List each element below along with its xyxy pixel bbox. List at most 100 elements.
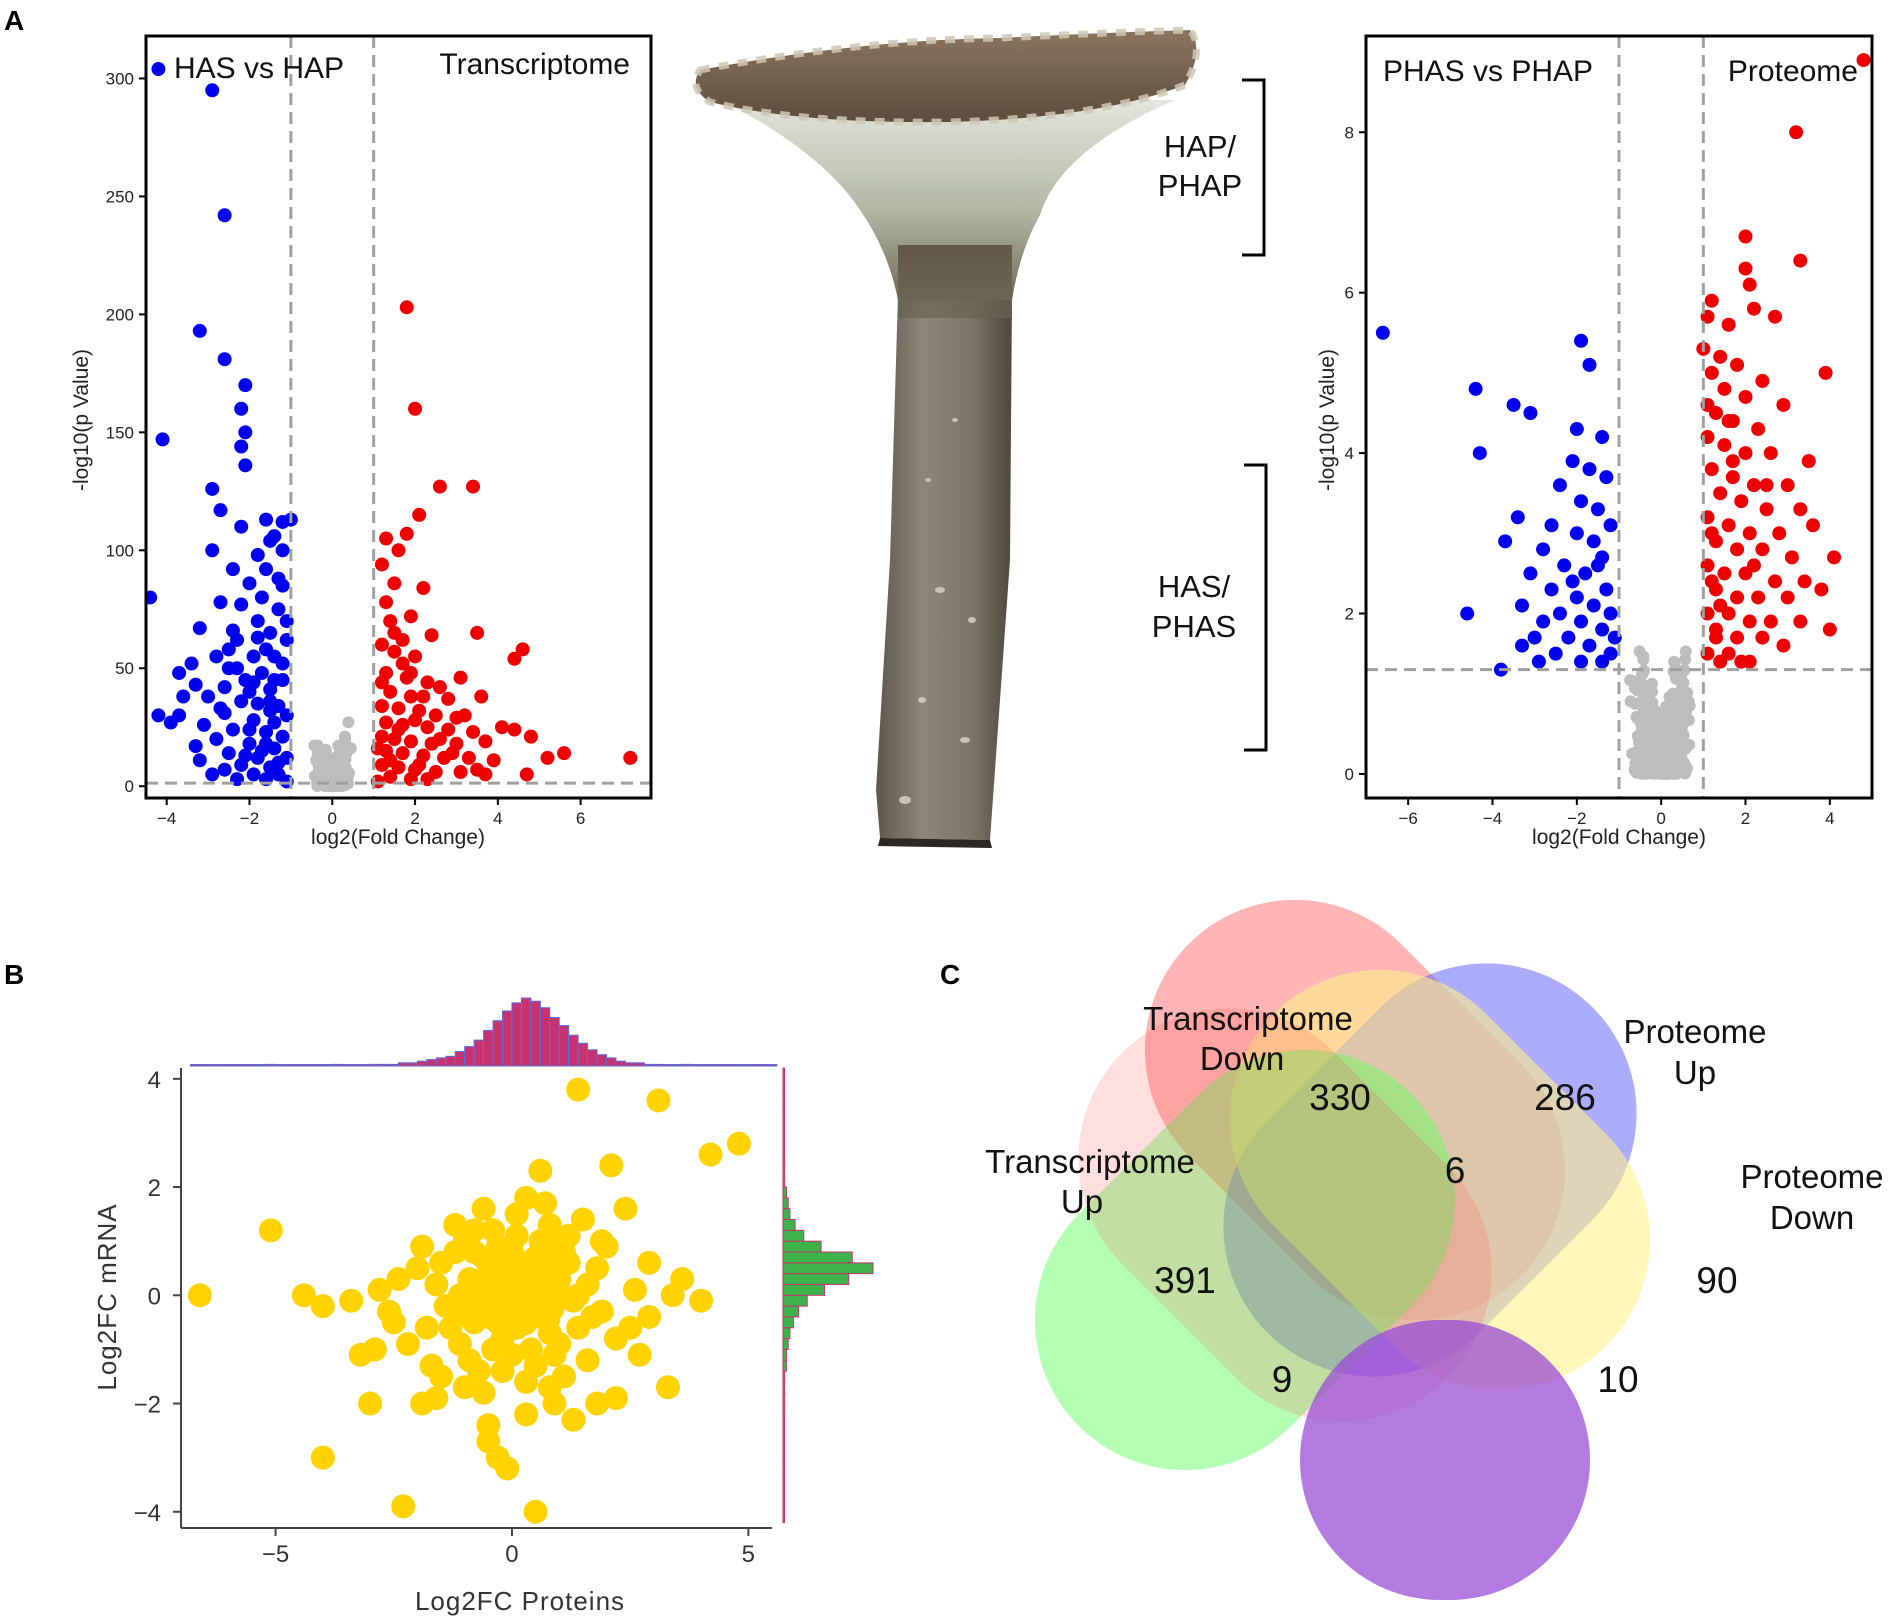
ns-point <box>1638 752 1651 765</box>
down-regulated-point <box>271 571 286 586</box>
protein-histogram-bar <box>237 1064 248 1067</box>
down-regulated-point <box>1569 422 1584 437</box>
up-regulated-point <box>1717 566 1732 581</box>
up-regulated-point <box>379 715 394 730</box>
protein-histogram-bar <box>643 1063 655 1067</box>
up-regulated-point <box>387 644 402 659</box>
down-regulated-point <box>1590 502 1605 517</box>
b-y-tick-label: −4 <box>134 1500 161 1527</box>
up-regulated-point <box>1755 373 1770 388</box>
down-regulated-point <box>238 425 253 440</box>
b-axis-ticks: −5 0 5 −4 −2 0 2 4 <box>134 1067 755 1568</box>
down-regulated-point <box>151 62 166 77</box>
up-regulated-point <box>420 675 435 690</box>
venn-label-transcriptome-up-1: Transcriptome <box>985 1143 1195 1180</box>
mrna-protein-point <box>566 1077 591 1102</box>
down-regulated-point <box>238 378 253 393</box>
protein-histogram-bar <box>256 1064 267 1067</box>
up-regulated-point <box>1734 654 1749 669</box>
up-regulated-point <box>1755 630 1770 645</box>
up-regulated-point <box>1746 558 1761 573</box>
down-regulated-point <box>1603 606 1618 621</box>
up-regulated-point <box>441 691 456 706</box>
down-regulated-point <box>263 533 278 548</box>
mrna-protein-point <box>618 1315 643 1340</box>
x-tick-label: 6 <box>576 809 585 828</box>
down-regulated-point <box>242 722 257 737</box>
mrna-protein-point <box>528 1158 553 1183</box>
up-regulated-point <box>387 625 402 640</box>
protein-histogram-bar <box>596 1054 608 1067</box>
up-regulated-point <box>1768 309 1783 324</box>
mrna-protein-point <box>443 1212 468 1237</box>
mrna-protein-point <box>622 1277 647 1302</box>
up-regulated-point <box>1793 502 1808 517</box>
mrna-histogram-bar <box>782 1478 785 1491</box>
up-regulated-point <box>453 765 468 780</box>
protein-histogram-bar <box>539 1007 551 1067</box>
protein-histogram-bar <box>719 1064 730 1067</box>
up-regulated-point <box>395 656 410 671</box>
protein-histogram-bar <box>757 1064 768 1067</box>
panel-letter-a: A <box>4 5 24 36</box>
mrna-histogram-bar <box>782 1175 786 1188</box>
mrna-protein-point <box>637 1304 662 1329</box>
up-regulated-point <box>1730 590 1745 605</box>
x-tick-label: −4 <box>157 809 176 828</box>
mrna-protein-point <box>599 1153 624 1178</box>
proteome-axis-ticks: −6 −4 −2 0 2 4 0 2 4 6 8 <box>1345 123 1835 828</box>
protein-histogram-bar <box>492 1020 504 1067</box>
down-regulated-point <box>192 621 207 636</box>
up-regulated-point <box>1713 486 1728 501</box>
protein-histogram-bar <box>322 1064 333 1067</box>
ns-point <box>342 716 355 729</box>
down-regulated-point <box>1574 333 1589 348</box>
ns-point <box>1669 725 1682 738</box>
down-regulated-point <box>225 562 240 577</box>
down-regulated-point <box>209 649 224 664</box>
up-regulated-point <box>1742 526 1757 541</box>
mushroom-gills <box>720 100 1175 300</box>
down-regulated-point <box>1595 430 1610 445</box>
protein-histogram-bar <box>738 1064 749 1067</box>
mrna-histogram-bar <box>782 1219 796 1231</box>
up-regulated-point <box>507 722 522 737</box>
protein-histogram-bar <box>691 1064 702 1067</box>
down-regulated-point <box>250 630 265 645</box>
y-tick-label: 0 <box>125 777 134 796</box>
mrna-protein-point <box>466 1283 491 1308</box>
y-tick-label: 50 <box>115 659 134 678</box>
mrna-histogram-bar <box>782 1413 785 1426</box>
up-regulated-point <box>399 526 414 541</box>
down-regulated-point <box>163 715 178 730</box>
down-regulated-point <box>254 590 269 605</box>
down-regulated-point <box>1574 654 1589 669</box>
down-regulated-point <box>275 656 290 671</box>
down-regulated-point <box>205 767 220 782</box>
mrna-histogram-bar <box>782 1489 785 1502</box>
down-regulated-point <box>1506 397 1521 412</box>
ns-point <box>1682 695 1695 708</box>
has-label-line1: HAS/ <box>1158 569 1231 604</box>
mrna-histogram-bar <box>782 1305 800 1318</box>
up-regulated-point <box>383 684 398 699</box>
mrna-protein-point <box>395 1332 420 1356</box>
down-regulated-point <box>271 602 286 617</box>
down-regulated-point <box>184 656 199 671</box>
mushroom-stem <box>876 295 1012 840</box>
x-tick-label: −2 <box>240 809 259 828</box>
protein-histogram-bar <box>388 1063 399 1067</box>
mrna-histogram-bar <box>782 1262 874 1275</box>
proteome-y-axis-label: -log10(p Value) <box>1316 349 1339 491</box>
down-regulated-point <box>1468 381 1483 396</box>
down-regulated-point <box>1536 542 1551 557</box>
down-regulated-point <box>275 543 290 558</box>
protein-histogram-bar <box>246 1064 258 1067</box>
down-regulated-point <box>1531 654 1546 669</box>
up-regulated-point <box>1738 229 1753 244</box>
ns-point <box>1683 738 1696 751</box>
up-regulated-point <box>1827 550 1842 565</box>
mrna-histogram-bar <box>782 1208 791 1221</box>
up-regulated-point <box>403 734 418 749</box>
